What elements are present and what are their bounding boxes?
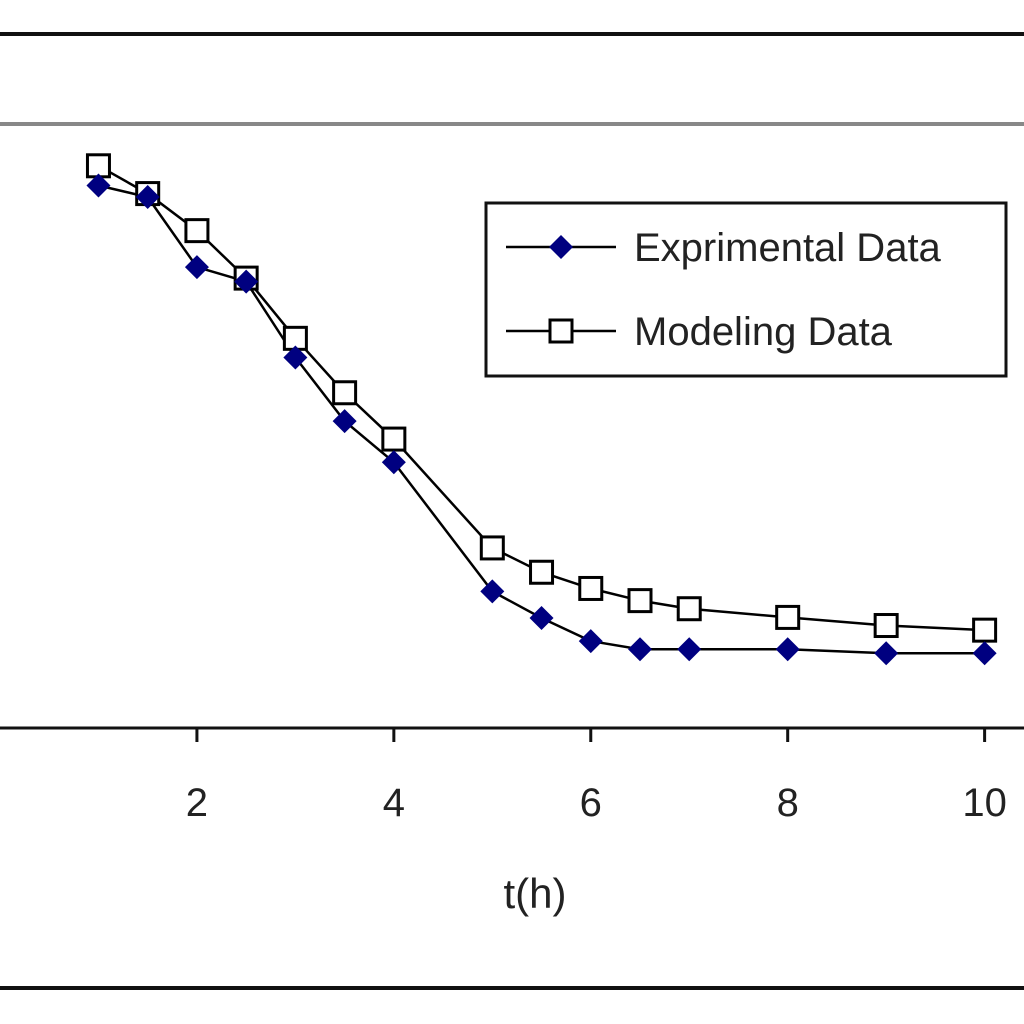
experimental-point-5 — [332, 409, 357, 434]
modeling-point-2 — [184, 218, 210, 244]
modeling-point-9 — [578, 575, 604, 601]
modeling-point-7 — [479, 535, 505, 561]
experimental-point-8 — [529, 605, 554, 630]
experimental-point-3 — [234, 269, 259, 294]
x-tick-label-4: 4 — [383, 781, 405, 825]
experimental-point-7 — [480, 579, 505, 604]
experimental-point-9 — [578, 629, 603, 654]
x-tick-label-8: 8 — [777, 781, 799, 825]
experimental-point-1 — [135, 185, 160, 210]
experimental-point-6 — [381, 450, 406, 475]
x-tick-label-2: 2 — [186, 781, 208, 825]
legend-box — [484, 201, 1008, 378]
plot-area: 2 4 6 8 10 — [0, 153, 1024, 825]
legend-marker-modeling — [548, 318, 574, 344]
experimental-point-12 — [775, 637, 800, 662]
experimental-point-13 — [874, 641, 899, 666]
x-axis-title: t(h) — [504, 870, 567, 917]
x-tick-label-10: 10 — [962, 781, 1007, 825]
modeling-point-12 — [775, 604, 801, 630]
modeling-point-6 — [381, 426, 407, 452]
legend-marker-experimental — [549, 235, 573, 259]
modeling-point-8 — [529, 559, 555, 585]
x-tick-label-6: 6 — [580, 781, 602, 825]
legend: Exprimental Data Modeling Data — [484, 201, 1008, 378]
modeling-point-11 — [676, 596, 702, 622]
legend-label-modeling: Modeling Data — [634, 310, 893, 354]
modeling-point-14 — [972, 617, 998, 643]
experimental-point-4 — [283, 345, 308, 370]
experimental-point-11 — [677, 637, 702, 662]
modeling-point-10 — [627, 588, 653, 614]
experimental-point-10 — [628, 637, 652, 662]
legend-label-experimental: Exprimental Data — [634, 226, 942, 270]
experimental-point-0 — [86, 173, 111, 198]
modeling-point-5 — [332, 380, 358, 406]
experimental-point-14 — [972, 641, 997, 666]
experimental-point-2 — [184, 255, 209, 280]
modeling-point-13 — [873, 613, 899, 639]
